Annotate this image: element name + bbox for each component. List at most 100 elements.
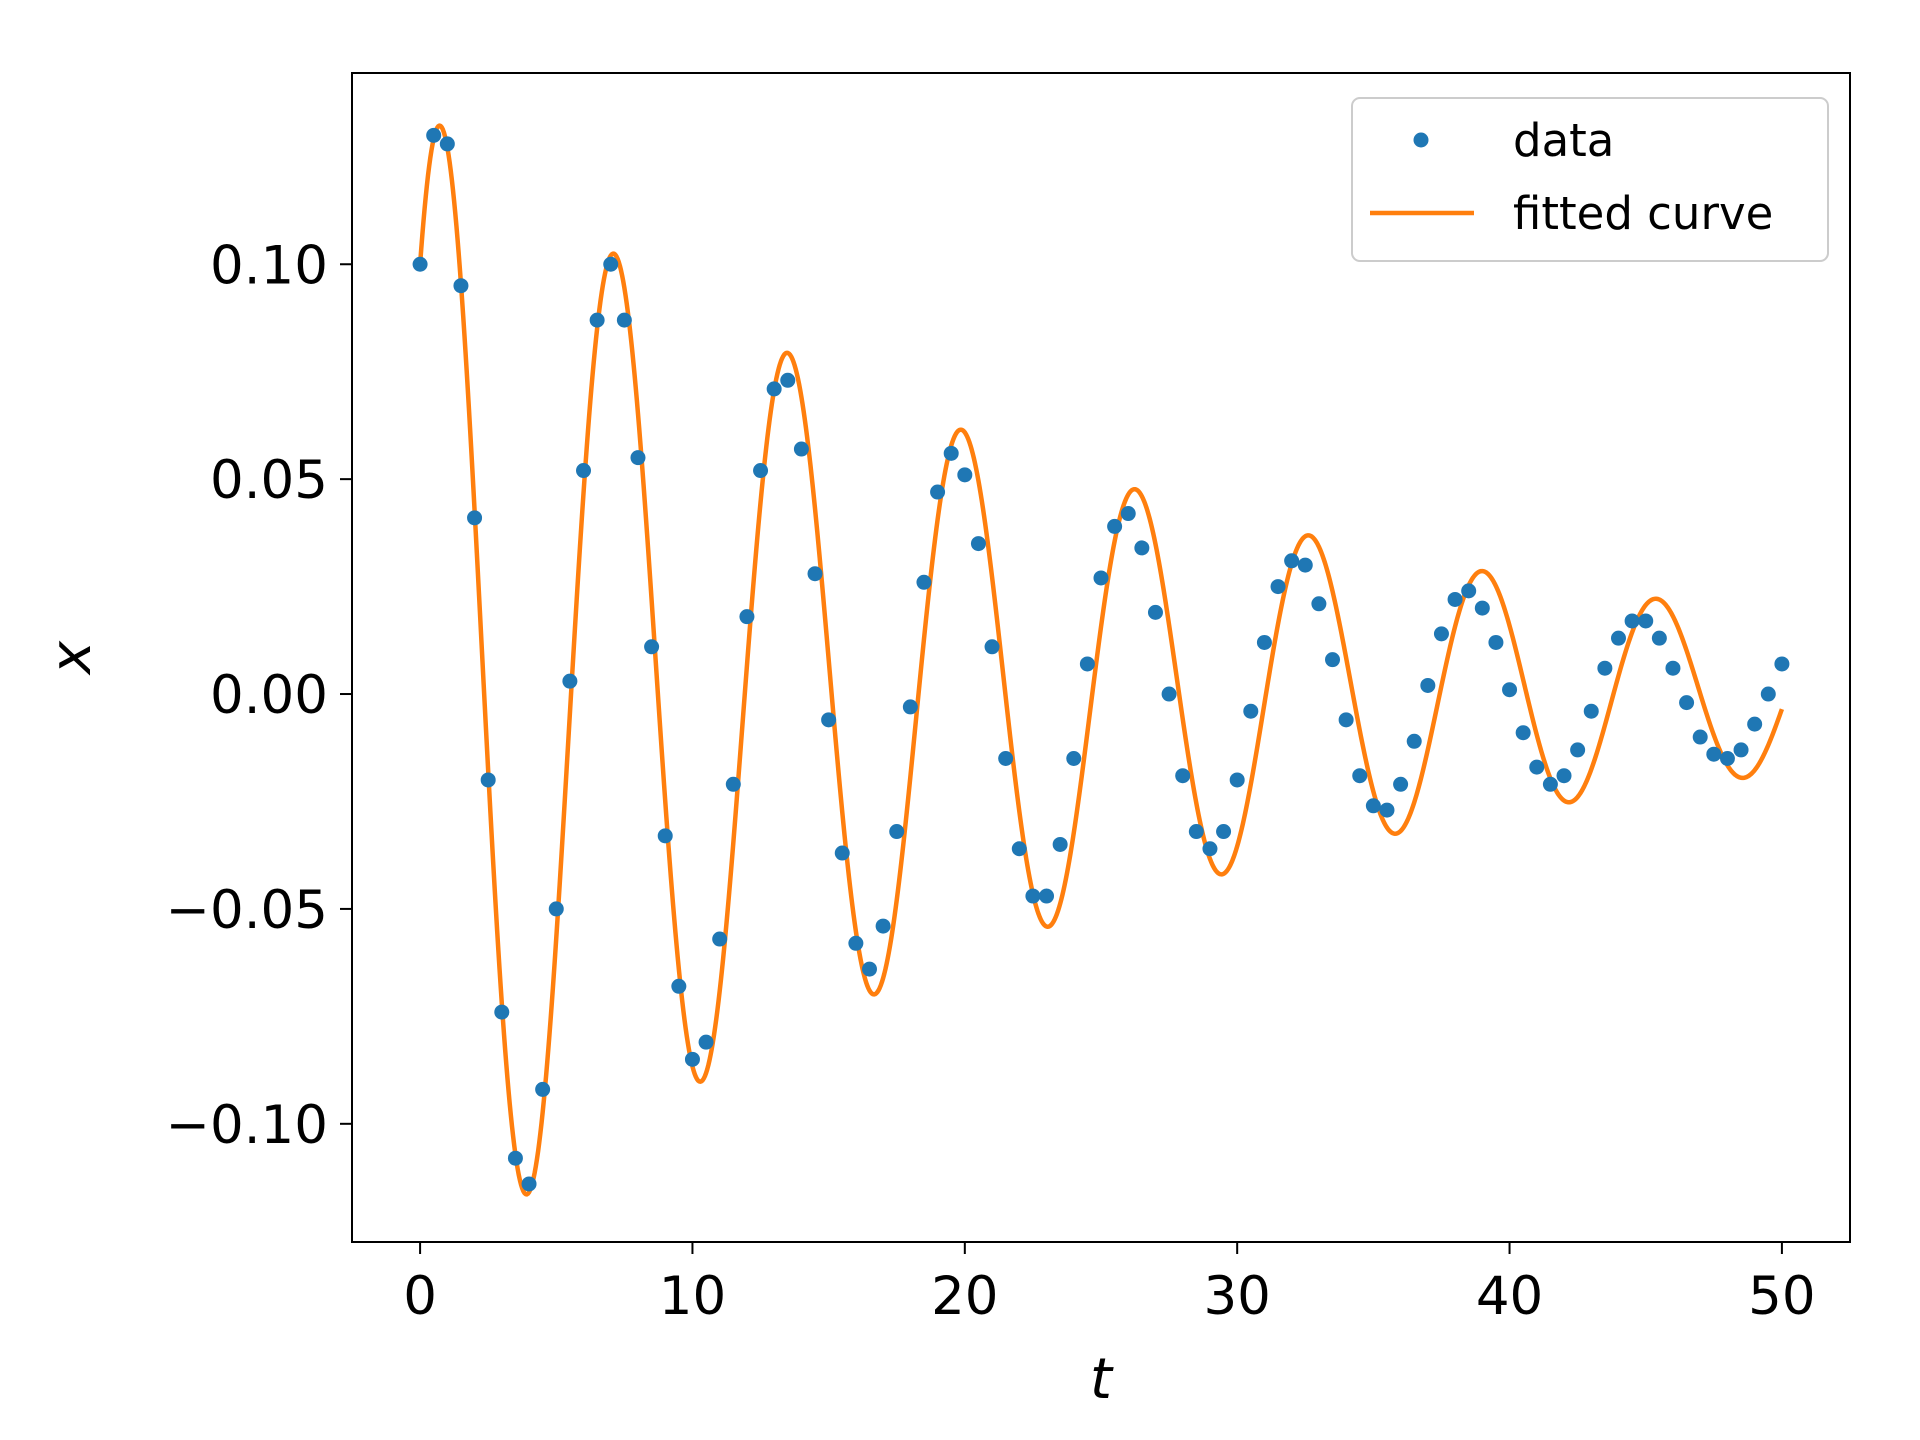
data-point — [889, 824, 905, 840]
data-point — [1488, 634, 1504, 650]
data-point — [930, 484, 946, 500]
data-point — [1733, 742, 1749, 758]
data-point — [1175, 768, 1191, 784]
data-point — [957, 467, 973, 483]
data-point — [562, 673, 578, 689]
x-axis-label: t — [1090, 1347, 1114, 1412]
legend-curve-label: fitted curve — [1513, 187, 1773, 240]
data-point — [807, 566, 823, 582]
data-point — [1093, 570, 1109, 586]
x-tick-label: 20 — [931, 1266, 998, 1327]
data-point — [1556, 768, 1572, 784]
data-point — [1202, 841, 1218, 857]
data-point — [657, 828, 673, 844]
data-point — [1011, 841, 1027, 857]
data-point — [1542, 776, 1558, 792]
data-point — [1665, 660, 1681, 676]
x-tick-label: 50 — [1748, 1266, 1815, 1327]
data-point — [1624, 613, 1640, 629]
data-point — [467, 510, 483, 526]
data-point — [780, 372, 796, 388]
data-point — [1120, 506, 1136, 522]
data-point — [1447, 591, 1463, 607]
data-point — [494, 1004, 510, 1020]
data-point — [1338, 712, 1354, 728]
data-point — [1774, 656, 1790, 672]
data-point — [698, 1034, 714, 1050]
data-point — [1066, 751, 1082, 766]
data-point — [1052, 836, 1068, 852]
axes-frame — [351, 72, 1851, 1243]
data-point — [970, 536, 986, 552]
data-point — [507, 1150, 523, 1166]
data-point — [1406, 733, 1422, 749]
data-point — [1284, 553, 1300, 569]
data-point — [1515, 725, 1531, 741]
data-point — [1760, 686, 1776, 702]
data-point — [793, 441, 809, 457]
y-tick-label: 0.10 — [210, 235, 328, 296]
data-point — [480, 772, 496, 788]
data-point — [998, 751, 1014, 766]
data-point — [616, 312, 632, 328]
data-point — [1365, 798, 1381, 814]
data-point — [1393, 776, 1409, 792]
y-tick-label: −0.05 — [166, 880, 328, 941]
data-point — [1502, 682, 1518, 698]
data-point — [766, 381, 782, 397]
data-point — [1570, 742, 1586, 758]
data-point — [1679, 695, 1695, 711]
legend: data fitted curve — [1351, 97, 1829, 262]
data-point — [861, 961, 877, 977]
data-point — [1147, 604, 1163, 620]
y-tick-label: 0.05 — [210, 450, 328, 511]
data-point — [725, 776, 741, 792]
data-point — [1352, 768, 1368, 784]
legend-box — [1351, 97, 1829, 262]
data-point — [1692, 729, 1708, 745]
data-point — [984, 639, 1000, 655]
data-point — [943, 445, 959, 461]
x-tick-label: 10 — [659, 1266, 726, 1327]
data-point — [603, 256, 619, 272]
data-point — [1325, 652, 1341, 668]
data-point — [712, 931, 728, 947]
x-tick-label: 30 — [1203, 1266, 1270, 1327]
y-tick-label: 0.00 — [210, 665, 328, 726]
data-point — [739, 609, 755, 625]
data-point — [1297, 557, 1313, 573]
data-point — [426, 127, 442, 143]
data-point — [902, 699, 918, 715]
data-point — [1474, 600, 1490, 616]
data-point — [1079, 656, 1095, 672]
data-point — [589, 312, 605, 328]
data-point — [535, 1081, 551, 1097]
data-point — [1433, 626, 1449, 642]
data-point — [576, 463, 592, 479]
data-point — [1638, 613, 1654, 629]
x-tick-label: 0 — [403, 1266, 437, 1327]
data-point — [875, 918, 891, 934]
data-point — [453, 278, 469, 294]
x-tick-label: 40 — [1476, 1266, 1543, 1327]
data-point — [521, 1176, 537, 1192]
data-point — [834, 845, 850, 861]
data-point — [630, 450, 646, 466]
axes: 0 10 20 30 40 50 0.10 0.05 0.00 −0.05 −0.10 — [166, 72, 1851, 1327]
data-point — [1107, 518, 1123, 534]
data-point — [848, 935, 864, 951]
data-point — [1270, 579, 1286, 595]
data-point — [412, 256, 428, 272]
data-point — [1256, 634, 1272, 650]
y-axis-label: x — [39, 640, 104, 676]
data-point — [1610, 630, 1626, 646]
legend-data-marker — [1413, 132, 1429, 148]
data-point — [1216, 824, 1232, 840]
data-point — [1229, 772, 1245, 788]
data-point — [1529, 759, 1545, 775]
data-point — [644, 639, 660, 655]
data-point — [1461, 583, 1477, 599]
data-point — [1719, 751, 1735, 766]
data-point — [1025, 888, 1041, 904]
data-point — [439, 136, 455, 152]
